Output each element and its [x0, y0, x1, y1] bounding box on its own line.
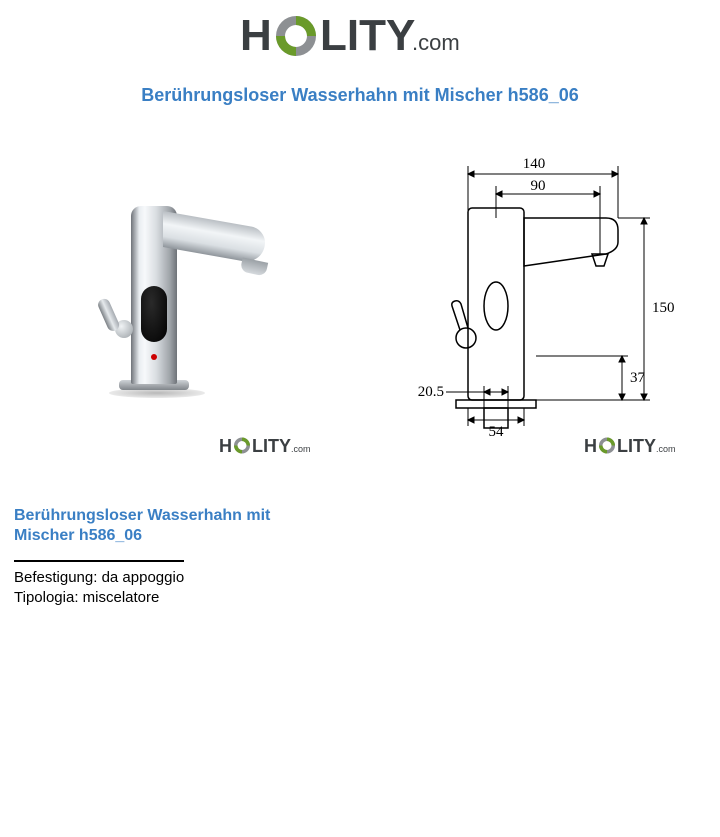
technical-drawing-cell: 140 90 150: [348, 146, 708, 466]
brand-logo: H LITY .com: [240, 10, 480, 67]
dim-pipe-dia: 20.5: [417, 384, 443, 400]
logo-o-icon: [276, 16, 316, 56]
product-images-row: H LITY .com: [0, 146, 720, 466]
svg-text:LITY: LITY: [617, 436, 656, 456]
spec-value: da appoggio: [102, 569, 185, 586]
product-spec-block: Berührungsloser Wasserhahn mit Mischer h…: [0, 506, 300, 609]
dim-base-width: 54: [488, 424, 504, 440]
dim-top-overall: 140: [522, 156, 545, 172]
page-header: H LITY .com Berührungsloser Wasserhahn m…: [0, 0, 720, 106]
svg-text:.com: .com: [291, 444, 311, 454]
dim-height-overall: 150: [652, 300, 675, 316]
logo-suffix: .com: [412, 30, 460, 55]
logo-letter-h: H: [240, 11, 272, 60]
svg-text:H: H: [219, 436, 232, 456]
logo-letters-lity: LITY: [320, 11, 415, 60]
svg-text:.com: .com: [656, 444, 676, 454]
product-photo-cell: H LITY .com: [13, 156, 343, 466]
dim-height-handle: 37: [630, 370, 646, 386]
spec-line-tipologia: Tipologia: miscelatore: [14, 588, 300, 608]
page-title: Berührungsloser Wasserhahn mit Mischer h…: [0, 85, 720, 106]
technical-drawing: 140 90 150: [348, 146, 708, 466]
product-title: Berührungsloser Wasserhahn mit Mischer h…: [14, 506, 300, 546]
spec-label: Befestigung:: [14, 569, 97, 586]
spec-label: Tipologia:: [14, 589, 78, 606]
spec-line-befestigung: Befestigung: da appoggio: [14, 568, 300, 588]
spec-value: miscelatore: [83, 589, 160, 606]
watermark-logo-right: H LITY .com: [584, 435, 704, 462]
svg-text:LITY: LITY: [252, 436, 291, 456]
dim-top-spout: 90: [530, 178, 545, 194]
watermark-logo-left: H LITY .com: [219, 435, 339, 462]
spec-divider: [14, 560, 184, 562]
svg-text:H: H: [584, 436, 597, 456]
